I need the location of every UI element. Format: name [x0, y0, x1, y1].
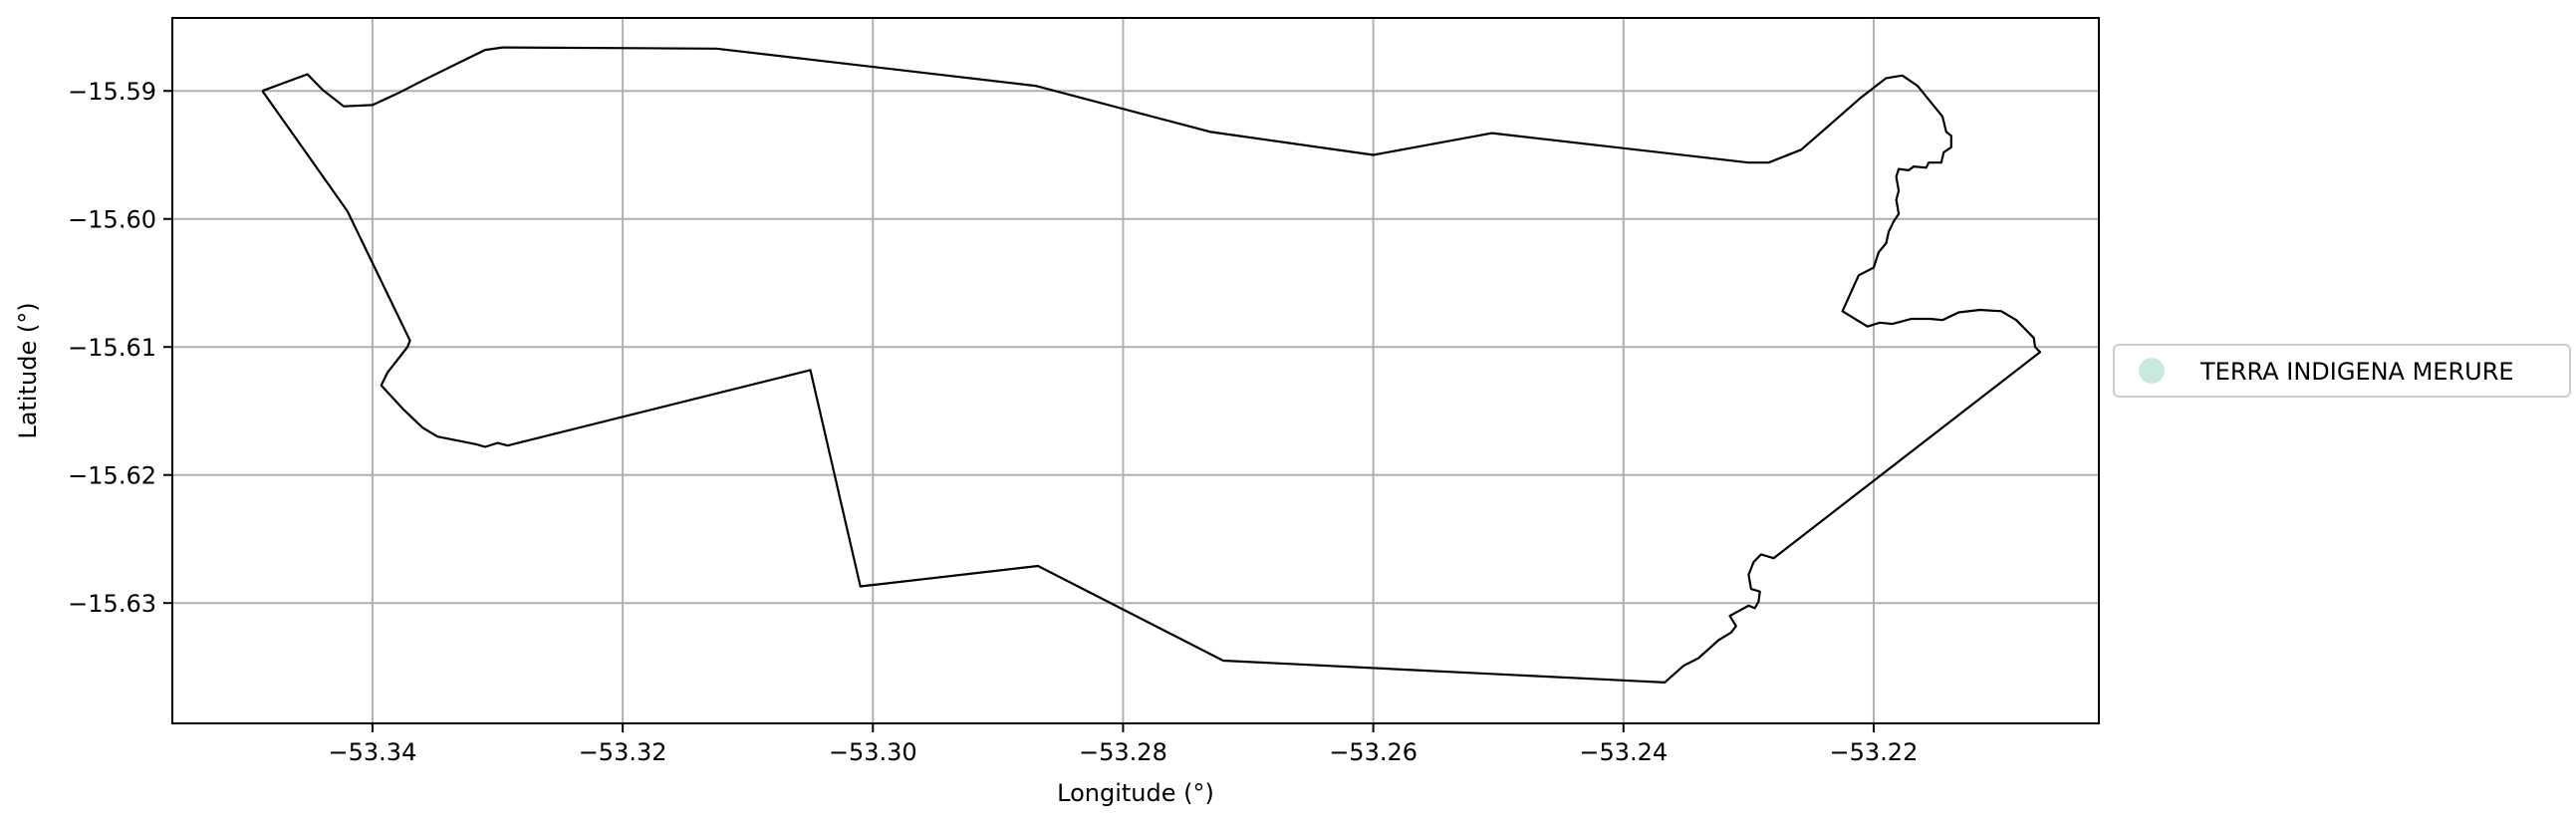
- y-tick-label: −15.61: [68, 334, 156, 362]
- y-tick-label: −15.60: [68, 206, 156, 234]
- x-tick-label: −53.28: [1079, 738, 1167, 766]
- x-tick-label: −53.22: [1830, 738, 1919, 766]
- x-axis-ticks: −53.34 −53.32 −53.30 −53.28 −53.26 −53.24 −53.…: [329, 723, 1919, 766]
- x-tick-label: −53.24: [1579, 738, 1668, 766]
- y-axis-ticks: −15.59 −15.60 −15.61 −15.62 −15.63: [68, 78, 172, 618]
- legend: TERRA INDIGENA MERURE: [2113, 344, 2571, 398]
- y-axis-label: Latitude (°): [14, 302, 42, 438]
- legend-marker: [2139, 358, 2165, 384]
- x-axis-label: Longitude (°): [1057, 779, 1214, 807]
- x-tick-label: −53.26: [1329, 738, 1417, 766]
- grid-lines: [172, 18, 2099, 723]
- y-tick-label: −15.62: [68, 462, 156, 490]
- x-tick-label: −53.32: [579, 738, 667, 766]
- plot-frame: [171, 17, 2100, 724]
- x-tick-label: −53.34: [329, 738, 417, 766]
- x-tick-label: −53.30: [829, 738, 917, 766]
- territory-boundary: [261, 46, 2042, 685]
- y-tick-label: −15.59: [68, 78, 156, 106]
- legend-frame: [2113, 344, 2571, 398]
- y-tick-label: −15.63: [68, 590, 156, 618]
- boundary-layer: [261, 46, 2042, 685]
- legend-label: TERRA INDIGENA MERURE: [2199, 358, 2514, 386]
